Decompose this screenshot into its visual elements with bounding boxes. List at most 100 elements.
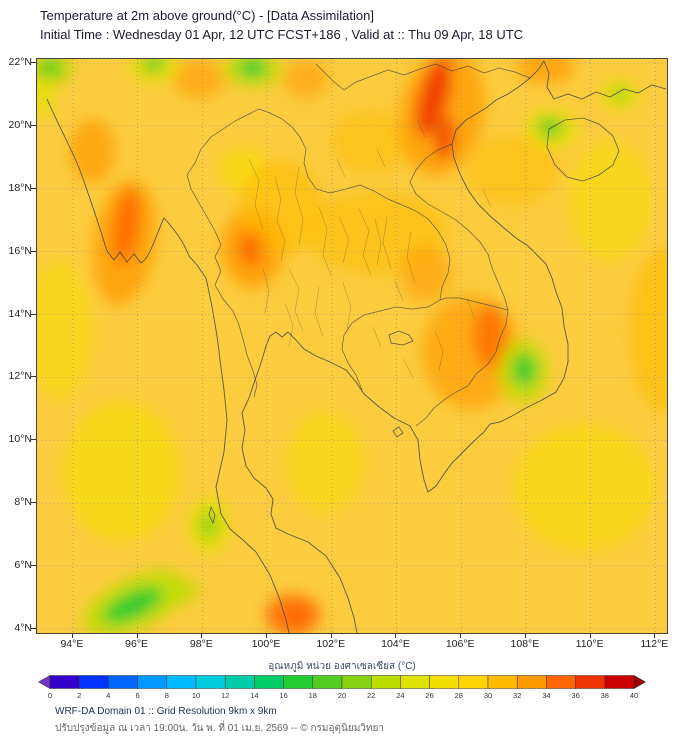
colorbar-tick-label: 10: [191, 691, 201, 700]
lat-tickmark: [31, 124, 36, 126]
temperature-blob: [610, 87, 630, 102]
lat-tick-label: 18°N: [8, 181, 32, 194]
temperature-blob: [173, 59, 225, 98]
footer-update-info: ปรับปรุงข้อมูล ณ เวลา 19:00น. วัน พ. ที่…: [55, 723, 384, 734]
colorbar-segment: [604, 675, 635, 689]
colorbar-segment: [78, 675, 109, 689]
lat-tick-label: 12°N: [8, 370, 32, 383]
colorbar-tick-label: 28: [454, 691, 463, 700]
colorbar-tick-label: 34: [542, 691, 551, 700]
colorbar-segment: [516, 675, 547, 689]
page-title: Temperature at 2m above ground(°C) - [Da…: [40, 8, 374, 23]
colorbar-label: อุณหภูมิ หน่วย องศาเซลเซียส (°C): [268, 661, 416, 672]
lon-tick-label: 104°E: [381, 638, 410, 650]
lon-tickmark: [524, 633, 526, 638]
temperature-blob: [474, 305, 507, 369]
colorbar-tick-labels: 0 2 4 6 8 10 12 14 16 18 20 22 24 26 28 30 32 34 36 38 40: [0, 691, 676, 703]
colorbar-tick-label: 2: [77, 691, 82, 700]
islands-path: [208, 117, 620, 525]
lon-tick-label: 100°E: [251, 638, 281, 650]
temperature-blob: [467, 135, 559, 205]
temperature-blob: [63, 402, 180, 542]
temperature-blob: [537, 118, 564, 137]
lon-tick-label: 102°E: [316, 638, 346, 650]
temperature-blob: [283, 59, 329, 98]
colorbar-tick-label: 32: [513, 691, 522, 700]
colorbar-segment: [370, 675, 401, 689]
temperature-blob: [239, 231, 263, 266]
lat-tick-label: 4°N: [14, 621, 32, 634]
temperature-blob: [512, 424, 656, 551]
lat-tickmark: [31, 250, 36, 252]
lon-tickmark: [654, 633, 656, 638]
lat-tickmark: [31, 187, 36, 189]
lon-tickmark: [395, 633, 397, 638]
graticule-gridlines: [37, 59, 667, 633]
colorbar-tick-label: 12: [221, 691, 230, 700]
colorbar-segment: [429, 675, 460, 689]
lon-tick-label: 96°E: [125, 638, 149, 650]
lat-tickmark: [31, 627, 36, 629]
lon-tick-label: 106°E: [445, 638, 475, 650]
temperature-blob: [69, 119, 115, 183]
lat-tickmark: [31, 502, 36, 504]
lon-tick-label: 108°E: [510, 638, 540, 650]
map-canvas: [37, 59, 667, 633]
temperature-blob: [399, 245, 452, 303]
lat-tick-label: 16°N: [8, 244, 32, 257]
geography-layer: [46, 60, 667, 633]
lon-tickmark: [71, 633, 73, 638]
temperature-blob: [331, 110, 410, 174]
temperature-blob: [283, 608, 310, 628]
colorbar-segment: [49, 675, 80, 689]
colorbar-tick-label: 26: [425, 691, 434, 700]
colorbar-arrow: [633, 674, 647, 690]
colorbar-arrow: [37, 674, 51, 690]
colorbar-segment: [575, 675, 606, 689]
temperature-blob: [512, 353, 536, 386]
colorbar-segment: [137, 675, 168, 689]
temperature-blob: [286, 411, 365, 513]
coastline-path: [46, 60, 667, 633]
province-borders-path: [248, 118, 492, 378]
lon-tick-label: 94°E: [60, 638, 84, 650]
lon-tickmark: [330, 633, 332, 638]
lat-tickmark: [31, 439, 36, 441]
temperature-map: [36, 58, 668, 634]
colorbar-segment: [341, 675, 372, 689]
lat-tickmark: [31, 565, 36, 567]
temperature-blob: [102, 587, 163, 624]
lat-tick-label: 14°N: [8, 307, 32, 320]
lat-tick-label: 20°N: [8, 118, 32, 131]
colorbar-segment: [546, 675, 576, 689]
colorbar-tick-label: 0: [47, 691, 53, 700]
colorbar-tick-label: 16: [279, 691, 288, 700]
lat-tick-label: 8°N: [14, 496, 32, 509]
colorbar-tick-label: 4: [106, 691, 111, 700]
lat-tick-label: 10°N: [8, 433, 32, 446]
colorbar-tick-label: 22: [367, 691, 376, 700]
colorbar-tick-label: 30: [483, 691, 493, 700]
lon-tick-label: 98°E: [189, 638, 213, 650]
colorbar-segment: [400, 675, 430, 689]
colorbar-tick-label: 40: [629, 691, 639, 700]
temperature-blob: [629, 248, 667, 413]
lon-tickmark: [266, 633, 268, 638]
temperature-blob: [237, 59, 268, 77]
colorbar-segment: [166, 675, 197, 689]
colorbar-segment: [487, 675, 518, 689]
colorbar-tick-label: 20: [337, 691, 347, 700]
temperature-field-blobs: [37, 59, 667, 633]
lon-tickmark: [201, 633, 203, 638]
colorbar-segment: [254, 675, 284, 689]
temperature-blob: [199, 510, 219, 540]
colorbar-tick-label: 6: [135, 691, 140, 700]
title-block: Temperature at 2m above ground(°C) - [Da…: [40, 6, 523, 44]
temperature-blob: [37, 59, 63, 77]
temperature-blob: [141, 59, 167, 73]
temperature-blob: [416, 59, 452, 138]
lon-tickmark: [589, 633, 591, 638]
colorbar-segment: [195, 675, 226, 689]
colorbar-segment: [224, 675, 255, 689]
temperature-blob: [165, 580, 201, 605]
